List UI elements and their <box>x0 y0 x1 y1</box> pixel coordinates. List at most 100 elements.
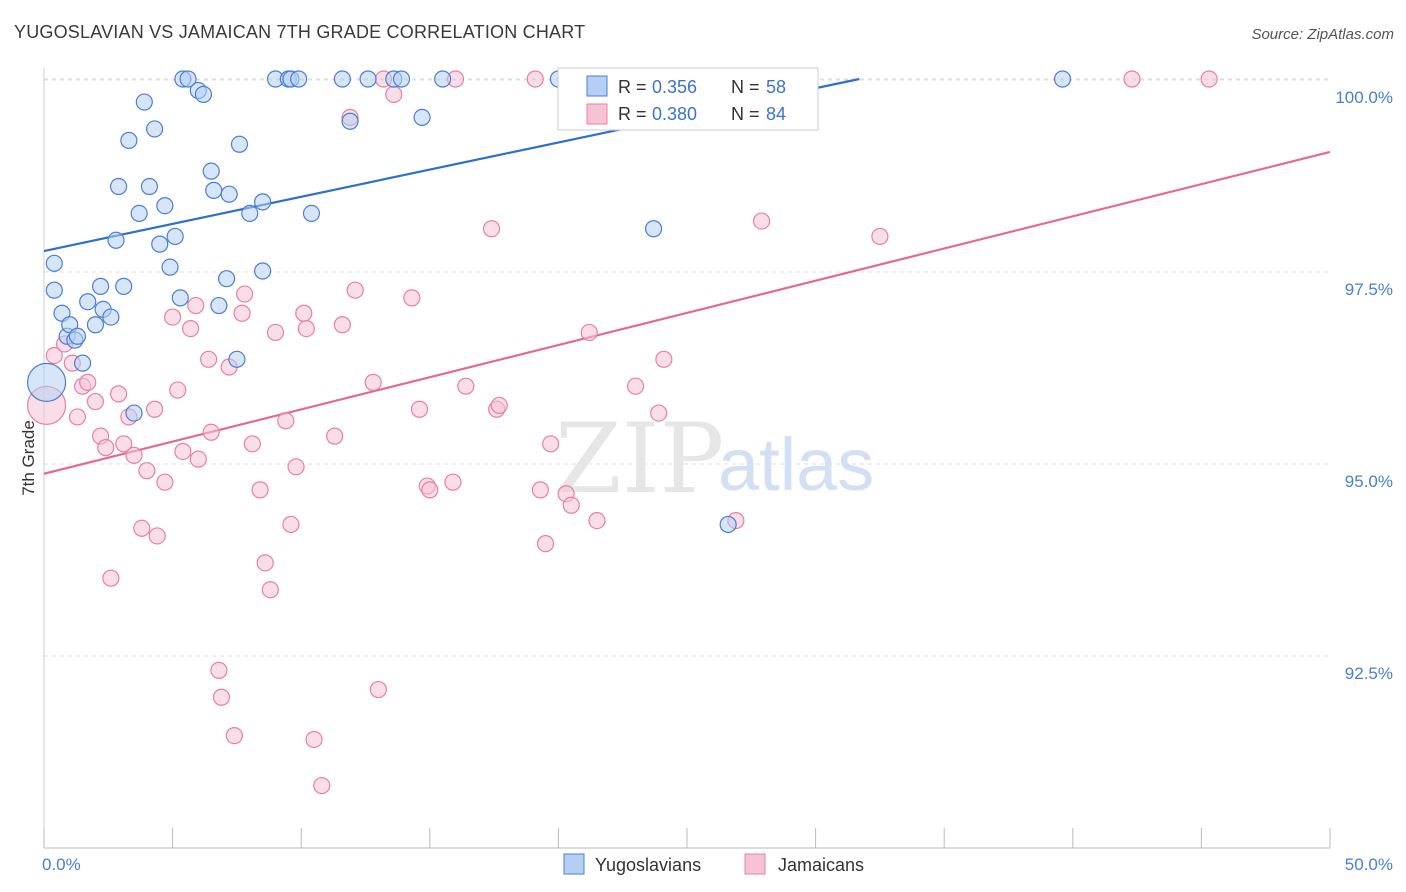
point-jamaicans <box>202 423 220 441</box>
point-yugoslavians <box>241 204 259 222</box>
point-yugoslavians <box>109 177 128 196</box>
point-yugoslavians <box>156 197 174 215</box>
x-tick-label: 0.0% <box>42 855 81 874</box>
point-jamaicans <box>97 439 115 457</box>
y-axis-label: 7th Grade <box>19 420 38 496</box>
legend-r-label: R = <box>618 77 647 97</box>
point-jamaicans <box>169 381 187 399</box>
point-jamaicans <box>145 400 164 418</box>
point-yugoslavians <box>125 404 143 422</box>
point-jamaicans <box>174 442 192 461</box>
bottom-legend: Yugoslavians Jamaicans <box>563 853 864 875</box>
legend-box: R = 0.356 N = 58 R = 0.380 N = 84 <box>557 67 819 131</box>
point-yugoslavians <box>220 185 238 203</box>
point-jamaicans <box>282 515 300 534</box>
bottom-legend-label-yugoslavians: Yugoslavians <box>595 855 701 875</box>
y-tick-label: 92.5% <box>1345 664 1393 683</box>
chart-title: YUGOSLAVIAN VS JAMAICAN 7TH GRADE CORREL… <box>14 22 585 42</box>
point-yugoslavians <box>145 120 164 138</box>
legend-n-value: 84 <box>766 104 786 124</box>
point-jamaicans <box>421 481 439 499</box>
legend-r-value: 0.380 <box>652 104 697 124</box>
point-yugoslavians <box>86 316 105 334</box>
point-jamaicans <box>871 227 889 246</box>
point-yugoslavians <box>194 85 213 103</box>
point-jamaicans <box>125 446 143 464</box>
point-yugoslavians <box>140 177 159 196</box>
point-jamaicans <box>1123 70 1141 88</box>
point-jamaicans <box>68 408 87 426</box>
bottom-legend-swatch-jamaicans <box>744 853 766 875</box>
point-yugoslavians <box>115 277 133 295</box>
point-jamaicans <box>531 481 549 499</box>
point-jamaicans <box>490 396 508 414</box>
point-jamaicans <box>346 281 364 299</box>
point-jamaicans <box>109 385 128 403</box>
point-jamaicans <box>233 304 251 322</box>
point-yugoslavians <box>333 70 351 88</box>
point-yugoslavians <box>179 70 197 88</box>
point-yugoslavians <box>290 70 308 88</box>
point-jamaicans <box>650 404 668 422</box>
point-yugoslavians <box>434 70 452 88</box>
point-yugoslavians <box>68 327 87 345</box>
point-jamaicans <box>261 581 279 599</box>
point-jamaicans <box>526 70 544 88</box>
point-jamaicans <box>588 511 606 530</box>
point-jamaicans <box>45 346 63 365</box>
bottom-legend-swatch-yugoslavians <box>563 853 585 875</box>
y-tick-label: 100.0% <box>1335 88 1393 107</box>
point-yugoslavians <box>254 193 272 211</box>
point-jamaicans <box>187 296 205 315</box>
point-jamaicans <box>156 473 174 491</box>
x-tick-label: 50.0% <box>1345 855 1393 874</box>
point-jamaicans <box>182 320 200 338</box>
point-yugoslavians <box>102 308 120 326</box>
point-yugoslavians <box>202 162 220 180</box>
legend-r-label: R = <box>618 104 647 124</box>
point-jamaicans <box>212 688 231 706</box>
x-axis-tick-labels: 0.0% 50.0% <box>42 855 1393 874</box>
point-jamaicans <box>562 496 580 514</box>
point-yugoslavians <box>1053 70 1072 88</box>
point-jamaicans <box>200 350 218 368</box>
y-axis-tick-labels: 100.0% 97.5% 95.0% 92.5% <box>1335 88 1393 683</box>
point-jamaicans <box>536 535 555 553</box>
point-jamaicans <box>287 458 305 476</box>
point-jamaicans <box>297 320 315 338</box>
point-yugoslavians <box>171 289 189 307</box>
point-jamaicans <box>295 304 313 322</box>
point-yugoslavians <box>341 112 359 130</box>
y-tick-label: 95.0% <box>1345 472 1393 491</box>
point-jamaicans <box>385 85 403 103</box>
y-tick-label: 97.5% <box>1345 280 1393 299</box>
point-jamaicans <box>115 435 133 453</box>
point-yugoslavians <box>107 231 125 249</box>
point-jamaicans <box>542 435 560 453</box>
point-jamaicans <box>655 350 673 368</box>
point-yugoslavians <box>210 296 228 315</box>
watermark-zip: ZIP <box>555 403 724 515</box>
legend-swatch-yugoslavians <box>586 75 608 97</box>
point-yugoslavians <box>91 277 110 295</box>
point-yugoslavians <box>151 235 169 253</box>
point-jamaicans <box>1200 70 1218 88</box>
point-jamaicans <box>326 427 344 445</box>
point-yugoslavians <box>45 254 63 272</box>
point-jamaicans <box>236 285 254 303</box>
point-jamaicans <box>277 412 295 430</box>
legend-n-label: N = <box>731 77 760 97</box>
point-yugoslavians <box>228 350 246 368</box>
point-jamaicans <box>333 316 351 334</box>
point-jamaicans <box>457 377 475 395</box>
point-yugoslavians <box>166 227 184 246</box>
trend-line-jamaicans <box>43 150 1331 475</box>
point-jamaicans <box>86 392 105 411</box>
point-yugoslavians-large <box>26 362 67 402</box>
point-yugoslavians <box>644 220 663 238</box>
point-jamaicans <box>580 323 598 342</box>
point-jamaicans <box>225 727 243 745</box>
legend-r-value: 0.356 <box>652 77 697 97</box>
point-jamaicans <box>444 473 462 491</box>
